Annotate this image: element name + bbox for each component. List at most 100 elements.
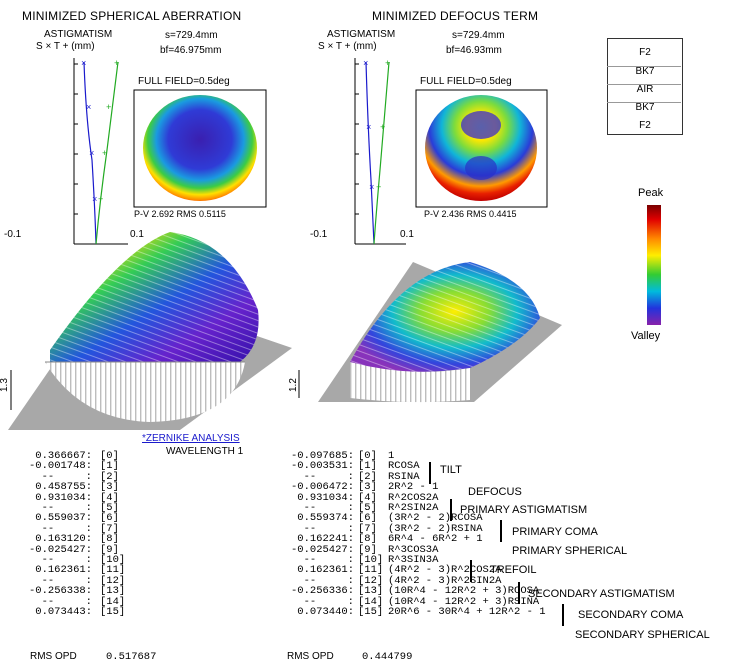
svg-text:×: × [92, 195, 97, 205]
right-axis-max: 0.1 [400, 229, 414, 240]
left-index-3: [3] [100, 481, 119, 493]
right-index-0: [0] [358, 450, 377, 462]
right-index-5: [5] [358, 502, 377, 514]
left-scale: 1.3 [0, 378, 10, 392]
right-coef-1: -0.003531: [290, 460, 354, 472]
svg-text:×: × [81, 59, 86, 69]
right-index-4: [4] [358, 492, 377, 504]
colorbar-valley: Valley [631, 330, 661, 342]
right-coef-3: -0.006472: [290, 481, 354, 493]
left-astig-legend: S × T + (mm) [36, 41, 95, 52]
left-axis-min: -0.1 [4, 229, 22, 240]
right-astig-plot: × × × + + + [354, 58, 406, 245]
color-bar [647, 205, 661, 325]
term-12: (4R^2 - 3)R^2SIN2A [388, 575, 502, 587]
left-index-14: [14] [100, 596, 126, 608]
term-3: 2R^2 - 1 [388, 481, 439, 493]
right-pv-rms: P-V 2.436 RMS 0.4415 [424, 209, 517, 219]
group-secondary-coma: SECONDARY COMA [578, 609, 684, 621]
left-coef-8: 0.163120: [35, 533, 92, 545]
bracket-primary-astig [450, 499, 452, 521]
right-coef-13: -0.256336: [290, 585, 354, 597]
group-primary-spherical: PRIMARY SPHERICAL [512, 545, 628, 557]
right-coef-4: 0.931034: [297, 492, 354, 504]
right-coef-5: -- : [303, 502, 354, 514]
left-coef-3: 0.458755: [35, 481, 92, 493]
right-index-11: [11] [358, 564, 384, 576]
bracket-secondary-coma [562, 604, 564, 626]
term-2: RSINA [388, 471, 420, 483]
term-15: 20R^6 - 30R^4 + 12R^2 - 1 [388, 606, 546, 618]
bracket-trefoil [470, 560, 472, 582]
right-bf-value: bf=46.93mm [446, 45, 502, 56]
left-coef-11: 0.162361: [35, 564, 92, 576]
left-axis-max: 0.1 [130, 229, 144, 240]
right-index-12: [12] [358, 575, 384, 587]
left-index-11: [11] [100, 564, 126, 576]
left-bf-value: bf=46.975mm [160, 45, 222, 56]
right-index-1: [1] [358, 460, 377, 472]
rms-label-right: RMS OPD [287, 651, 334, 662]
left-coef-2: -- : [41, 471, 92, 483]
right-coef-14: -- : [303, 596, 354, 608]
right-title: MINIMIZED DEFOCUS TERM [372, 9, 539, 23]
left-coef-5: -- : [41, 502, 92, 514]
svg-text:+: + [380, 123, 385, 133]
right-index-15: [15] [358, 606, 384, 618]
right-index-8: [8] [358, 533, 377, 545]
left-index-13: [13] [100, 585, 126, 597]
svg-text:+: + [102, 149, 107, 159]
left-index-0: [0] [100, 450, 119, 462]
svg-text:×: × [366, 123, 371, 133]
left-index-6: [6] [100, 512, 119, 524]
left-pupil-map [143, 95, 257, 201]
left-index-7: [7] [100, 523, 119, 535]
svg-text:×: × [89, 149, 94, 159]
bracket-secondary-astig [518, 582, 520, 604]
lens-material-1: F2 [639, 47, 651, 58]
left-index-4: [4] [100, 492, 119, 504]
left-coef-12: -- : [41, 575, 92, 587]
term-9: R^3COS3A [388, 544, 439, 556]
right-scale: 1.2 [288, 378, 299, 392]
right-full-field: FULL FIELD=0.5deg [420, 76, 512, 87]
right-astig-label: ASTIGMATISM [327, 29, 396, 40]
group-tilt: TILT [440, 464, 462, 476]
group-primary-astigmatism: PRIMARY ASTIGMATISM [460, 504, 588, 516]
right-pupil-map [425, 95, 537, 201]
bracket-tilt [429, 462, 431, 484]
lens-material-3: AIR [636, 84, 654, 95]
right-coef-0: -0.097685: [290, 450, 354, 462]
group-primary-coma: PRIMARY COMA [512, 526, 598, 538]
right-index-6: [6] [358, 512, 377, 524]
left-index-1: [1] [100, 460, 119, 472]
svg-text:+: + [98, 195, 103, 205]
left-index-8: [8] [100, 533, 119, 545]
right-coef-6: 0.559374: [297, 512, 354, 524]
left-title: MINIMIZED SPHERICAL ABERRATION [22, 9, 242, 23]
term-5: R^2SIN2A [388, 502, 439, 514]
right-index-3: [3] [358, 481, 377, 493]
term-7: (3R^2 - 2)RSINA [388, 523, 483, 535]
svg-text:×: × [86, 103, 91, 113]
left-coef-1: -0.001748: [28, 460, 92, 472]
left-index-12: [12] [100, 575, 126, 587]
rms-right-value: 0.444799 [362, 651, 413, 663]
svg-text:+: + [385, 59, 390, 69]
rms-left-value: 0.517687 [106, 651, 157, 663]
colorbar-peak: Peak [638, 187, 664, 199]
left-coef-10: -- : [41, 554, 92, 566]
svg-text:+: + [376, 183, 381, 193]
svg-text:×: × [363, 59, 368, 69]
lens-material-legend: F2 BK7 AIR BK7 F2 [607, 38, 683, 135]
right-astig-legend: S × T + (mm) [318, 41, 377, 52]
zernike-analysis-link[interactable]: *ZERNIKE ANALYSIS [142, 433, 240, 444]
term-4: R^2COS2A [388, 492, 439, 504]
left-pv-rms: P-V 2.692 RMS 0.5115 [134, 209, 226, 219]
right-s-value: s=729.4mm [452, 30, 505, 41]
right-index-2: [2] [358, 471, 377, 483]
right-axis-min: -0.1 [310, 229, 328, 240]
right-index-10: [10] [358, 554, 384, 566]
right-index-13: [13] [358, 585, 384, 597]
left-index-5: [5] [100, 502, 119, 514]
